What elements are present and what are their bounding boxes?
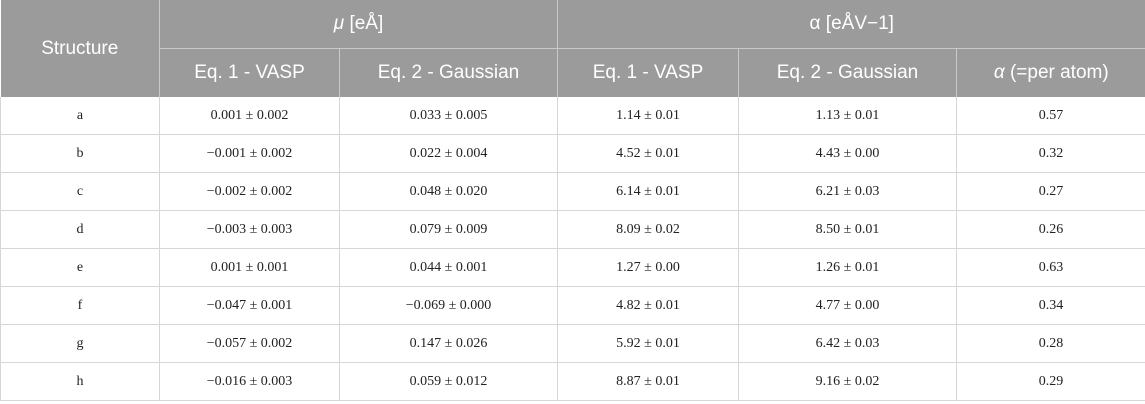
table-body: a 0.001 ± 0.002 0.033 ± 0.005 1.14 ± 0.0… xyxy=(0,97,1145,401)
header-alpha-gaussian: Eq. 2 - Gaussian xyxy=(738,48,957,97)
cell-alpha-vasp: 8.09 ± 0.02 xyxy=(557,210,739,249)
cell-structure: a xyxy=(0,97,160,135)
cell-alpha-vasp: 1.14 ± 0.01 xyxy=(557,97,739,135)
table-row: e 0.001 ± 0.001 0.044 ± 0.001 1.27 ± 0.0… xyxy=(0,248,1145,287)
cell-alpha-vasp: 4.82 ± 0.01 xyxy=(557,286,739,325)
per-atom-label: (=per atom) xyxy=(1004,62,1109,83)
cell-structure: g xyxy=(0,324,160,363)
table-row: d −0.003 ± 0.003 0.079 ± 0.009 8.09 ± 0.… xyxy=(0,210,1145,249)
mu-unit: [eÅ] xyxy=(344,13,384,34)
cell-alpha-vasp: 5.92 ± 0.01 xyxy=(557,324,739,363)
cell-alpha-per-atom: 0.32 xyxy=(956,134,1145,173)
cell-structure: d xyxy=(0,210,160,249)
header-alpha-group: α [eÅV−1] xyxy=(557,0,1145,49)
cell-alpha-vasp: 6.14 ± 0.01 xyxy=(557,172,739,211)
cell-mu-vasp: −0.057 ± 0.002 xyxy=(159,324,340,363)
cell-mu-vasp: −0.001 ± 0.002 xyxy=(159,134,340,173)
table-row: c −0.002 ± 0.002 0.048 ± 0.020 6.14 ± 0.… xyxy=(0,172,1145,211)
header-mu-gaussian: Eq. 2 - Gaussian xyxy=(339,48,558,97)
cell-mu-gaussian: −0.069 ± 0.000 xyxy=(339,286,558,325)
cell-mu-gaussian: 0.059 ± 0.012 xyxy=(339,362,558,401)
cell-structure: f xyxy=(0,286,160,325)
header-row-top: Structure μ [eÅ] α [eÅV−1] xyxy=(0,0,1145,97)
header-mu-vasp: Eq. 1 - VASP xyxy=(159,48,340,97)
header-mu-group: μ [eÅ] xyxy=(159,0,558,49)
cell-alpha-gaussian: 6.42 ± 0.03 xyxy=(738,324,957,363)
table-header: Structure μ [eÅ] α [eÅV−1] Eq. 1 - VASP … xyxy=(0,0,1145,97)
cell-mu-vasp: −0.003 ± 0.003 xyxy=(159,210,340,249)
cell-mu-vasp: −0.047 ± 0.001 xyxy=(159,286,340,325)
cell-mu-vasp: −0.002 ± 0.002 xyxy=(159,172,340,211)
cell-alpha-gaussian: 1.13 ± 0.01 xyxy=(738,97,957,135)
cell-structure: e xyxy=(0,248,160,287)
cell-alpha-per-atom: 0.26 xyxy=(956,210,1145,249)
cell-alpha-gaussian: 9.16 ± 0.02 xyxy=(738,362,957,401)
header-alpha-vasp: Eq. 1 - VASP xyxy=(557,48,739,97)
table-row: b −0.001 ± 0.002 0.022 ± 0.004 4.52 ± 0.… xyxy=(0,134,1145,173)
table-row: g −0.057 ± 0.002 0.147 ± 0.026 5.92 ± 0.… xyxy=(0,324,1145,363)
cell-alpha-per-atom: 0.34 xyxy=(956,286,1145,325)
cell-mu-vasp: 0.001 ± 0.001 xyxy=(159,248,340,287)
header-row-sub: Eq. 1 - VASP Eq. 2 - Gaussian Eq. 1 - VA… xyxy=(1,48,1145,97)
cell-alpha-vasp: 4.52 ± 0.01 xyxy=(557,134,739,173)
cell-alpha-per-atom: 0.57 xyxy=(956,97,1145,135)
cell-mu-gaussian: 0.147 ± 0.026 xyxy=(339,324,558,363)
cell-alpha-gaussian: 6.21 ± 0.03 xyxy=(738,172,957,211)
cell-mu-gaussian: 0.079 ± 0.009 xyxy=(339,210,558,249)
cell-structure: c xyxy=(0,172,160,211)
cell-mu-gaussian: 0.044 ± 0.001 xyxy=(339,248,558,287)
cell-mu-vasp: 0.001 ± 0.002 xyxy=(159,97,340,135)
cell-alpha-gaussian: 4.43 ± 0.00 xyxy=(738,134,957,173)
header-alpha-per-atom: α (=per atom) xyxy=(956,48,1145,97)
alpha-symbol: α xyxy=(993,62,1005,83)
cell-structure: h xyxy=(0,362,160,401)
cell-alpha-per-atom: 0.29 xyxy=(956,362,1145,401)
mu-symbol: μ xyxy=(333,13,345,34)
cell-alpha-gaussian: 8.50 ± 0.01 xyxy=(738,210,957,249)
cell-mu-gaussian: 0.033 ± 0.005 xyxy=(339,97,558,135)
cell-alpha-gaussian: 1.26 ± 0.01 xyxy=(738,248,957,287)
cell-alpha-per-atom: 0.63 xyxy=(956,248,1145,287)
cell-mu-gaussian: 0.048 ± 0.020 xyxy=(339,172,558,211)
header-structure: Structure xyxy=(0,0,160,97)
table-row: h −0.016 ± 0.003 0.059 ± 0.012 8.87 ± 0.… xyxy=(0,362,1145,401)
cell-alpha-per-atom: 0.28 xyxy=(956,324,1145,363)
cell-alpha-gaussian: 4.77 ± 0.00 xyxy=(738,286,957,325)
table-row: a 0.001 ± 0.002 0.033 ± 0.005 1.14 ± 0.0… xyxy=(0,97,1145,135)
cell-mu-gaussian: 0.022 ± 0.004 xyxy=(339,134,558,173)
table-row: f −0.047 ± 0.001 −0.069 ± 0.000 4.82 ± 0… xyxy=(0,286,1145,325)
cell-alpha-per-atom: 0.27 xyxy=(956,172,1145,211)
cell-alpha-vasp: 8.87 ± 0.01 xyxy=(557,362,739,401)
cell-structure: b xyxy=(0,134,160,173)
cell-mu-vasp: −0.016 ± 0.003 xyxy=(159,362,340,401)
cell-alpha-vasp: 1.27 ± 0.00 xyxy=(557,248,739,287)
